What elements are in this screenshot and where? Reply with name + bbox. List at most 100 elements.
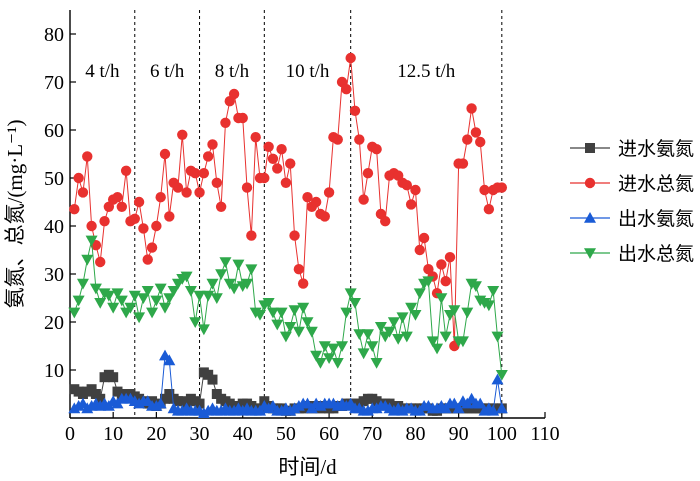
data-point bbox=[491, 331, 504, 343]
x-tick-label: 60 bbox=[319, 423, 339, 445]
data-point bbox=[414, 244, 425, 256]
data-point bbox=[246, 230, 257, 241]
legend-item: 出水氨氮 bbox=[570, 208, 694, 230]
data-point bbox=[392, 334, 405, 345]
data-point bbox=[279, 331, 292, 343]
legend-marker bbox=[584, 248, 596, 259]
data-point bbox=[357, 348, 370, 360]
legend-label: 进水氨氮 bbox=[618, 138, 694, 160]
data-point bbox=[323, 187, 335, 198]
data-point bbox=[361, 329, 374, 340]
data-point bbox=[405, 302, 418, 314]
data-point bbox=[285, 158, 296, 169]
data-point bbox=[284, 322, 297, 333]
data-point bbox=[431, 343, 444, 355]
data-point bbox=[448, 305, 461, 316]
data-point bbox=[219, 257, 232, 268]
data-point bbox=[99, 216, 110, 227]
data-point bbox=[146, 242, 158, 253]
data-point bbox=[207, 139, 218, 150]
data-point bbox=[154, 397, 167, 409]
legend-label: 出水总氮 bbox=[618, 243, 694, 265]
data-point bbox=[163, 293, 176, 304]
data-point bbox=[237, 112, 248, 124]
data-point bbox=[207, 374, 218, 385]
data-point bbox=[190, 168, 201, 179]
data-point bbox=[310, 350, 323, 362]
series-layer bbox=[68, 52, 508, 418]
data-point bbox=[72, 295, 85, 307]
data-point bbox=[108, 372, 119, 383]
data-point bbox=[345, 52, 356, 64]
data-point bbox=[410, 184, 421, 196]
data-point bbox=[435, 293, 448, 304]
data-point bbox=[462, 134, 473, 145]
y-tick-label: 10 bbox=[44, 360, 64, 382]
data-point bbox=[405, 199, 417, 210]
x-tick-label: 40 bbox=[233, 423, 253, 445]
x-tick-label: 80 bbox=[405, 423, 425, 445]
data-point bbox=[116, 201, 128, 212]
period-label: 6 t/h bbox=[150, 61, 185, 82]
data-point bbox=[319, 211, 330, 222]
data-point bbox=[266, 307, 279, 319]
data-point bbox=[418, 232, 430, 244]
x-tick-label: 50 bbox=[276, 423, 296, 445]
data-point bbox=[380, 216, 391, 227]
data-point bbox=[124, 302, 137, 314]
data-point bbox=[409, 310, 422, 321]
x-tick-label: 70 bbox=[362, 423, 382, 445]
data-point bbox=[362, 168, 374, 179]
data-point bbox=[259, 172, 270, 184]
data-point bbox=[327, 343, 340, 355]
data-point bbox=[159, 148, 171, 160]
data-point bbox=[262, 298, 275, 309]
data-point bbox=[95, 393, 106, 404]
data-point bbox=[323, 353, 336, 364]
data-point bbox=[151, 220, 162, 232]
y-tick-label: 50 bbox=[44, 168, 64, 190]
data-point bbox=[436, 259, 447, 270]
data-point bbox=[189, 317, 202, 328]
data-point bbox=[332, 134, 343, 145]
data-point bbox=[495, 402, 508, 414]
data-point bbox=[142, 254, 153, 265]
data-point bbox=[496, 182, 508, 193]
data-point bbox=[292, 326, 305, 338]
data-point bbox=[470, 127, 482, 138]
legend-label: 进水总氮 bbox=[618, 173, 694, 195]
data-point bbox=[81, 254, 94, 266]
data-point bbox=[318, 341, 331, 352]
data-point bbox=[228, 283, 241, 295]
x-axis-title: 时间/d bbox=[278, 455, 337, 479]
data-point bbox=[154, 283, 167, 295]
data-point bbox=[452, 402, 465, 414]
y-tick-label: 30 bbox=[44, 264, 64, 286]
series-4 bbox=[68, 235, 508, 381]
x-tick-label: 90 bbox=[449, 423, 469, 445]
series-2 bbox=[69, 52, 508, 352]
series-3 bbox=[68, 349, 508, 418]
data-point bbox=[422, 276, 435, 288]
data-point bbox=[197, 324, 210, 336]
data-point bbox=[275, 307, 288, 319]
data-point bbox=[220, 117, 231, 128]
data-point bbox=[211, 177, 223, 188]
data-point bbox=[366, 341, 379, 352]
data-point bbox=[141, 286, 154, 297]
data-point bbox=[469, 281, 482, 292]
period-label: 4 t/h bbox=[85, 61, 120, 82]
data-point bbox=[112, 192, 123, 203]
data-point bbox=[102, 290, 115, 302]
data-point bbox=[314, 358, 327, 369]
data-point bbox=[475, 136, 486, 148]
data-point bbox=[383, 326, 396, 338]
data-point bbox=[167, 286, 180, 297]
legend-label: 出水氨氮 bbox=[618, 208, 694, 230]
data-point bbox=[111, 288, 124, 300]
series-line bbox=[73, 240, 503, 375]
data-point bbox=[184, 286, 197, 297]
y-axis-title: 氨氮、总氮/(mg·L⁻¹) bbox=[3, 120, 27, 309]
